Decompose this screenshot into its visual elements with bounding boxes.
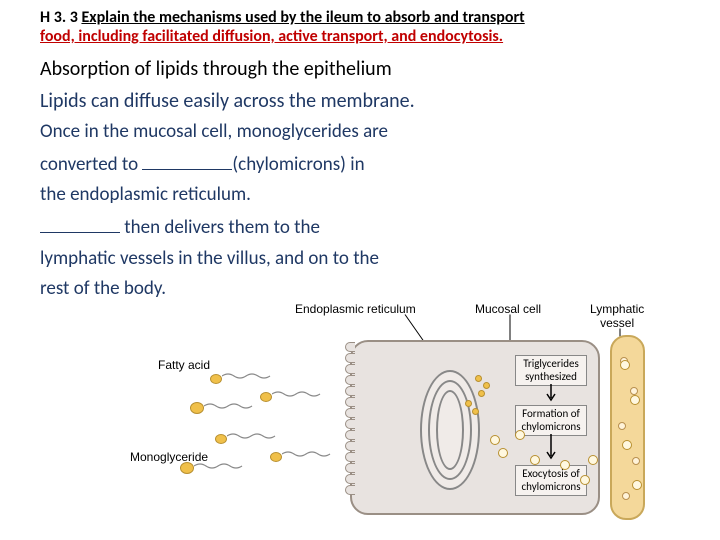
text-delivers-2: lymphatic vessels in the villus, and on … — [40, 247, 680, 272]
endoplasmic-reticulum — [420, 370, 480, 490]
header: H 3. 3 Explain the mechanisms used by th… — [0, 0, 720, 50]
vessel-pore — [618, 422, 626, 430]
fatty-acid-icon — [270, 448, 332, 467]
triglyceride-dot — [478, 390, 485, 397]
fatty-acid-icon — [210, 370, 272, 389]
body-text: Absorption of lipids through the epithel… — [0, 50, 720, 302]
chylomicron-icon — [498, 448, 508, 458]
microvillus — [345, 353, 355, 363]
microvilli — [345, 342, 357, 513]
chylomicron-icon — [490, 435, 500, 445]
text-absorption: Absorption of lipids through the epithel… — [40, 56, 680, 82]
monoglyceride-icon — [190, 400, 254, 419]
microvillus — [345, 441, 355, 451]
chylomicron-icon — [580, 475, 590, 485]
label-formation: Formation ofchylomicrons — [515, 405, 587, 436]
header-prefix: H 3. 3 Explain the mechanisms used by th… — [40, 8, 525, 27]
fatty-acid-icon — [260, 388, 322, 407]
blank-1 — [142, 151, 232, 170]
text-diffuse: Lipids can diffuse easily across the mem… — [40, 88, 680, 114]
microvillus — [345, 419, 355, 429]
text-delivers-3: rest of the body. — [40, 277, 680, 302]
label-fatty-acid: Fatty acid — [158, 358, 210, 372]
label-lymphatic: Lymphaticvessel — [590, 302, 644, 330]
fatty-acid-icon — [215, 430, 277, 449]
arrow-down-1 — [545, 384, 557, 404]
chylomicron-icon — [515, 430, 525, 440]
header-line2: food, including facilitated diffusion, a… — [40, 27, 503, 46]
microvillus — [345, 375, 355, 385]
text-delivers-1: then delivers them to the — [40, 214, 680, 241]
vessel-pore — [630, 387, 638, 395]
monoglyceride-icon — [180, 460, 244, 479]
vessel-pore — [622, 492, 630, 500]
text-monoglycerides-2: converted to (chylomicrons) in — [40, 151, 680, 178]
microvillus — [345, 485, 355, 495]
text-monoglycerides-3: the endoplasmic reticulum. — [40, 183, 680, 208]
arrow-down-2 — [545, 434, 557, 462]
microvillus — [345, 463, 355, 473]
microvillus — [345, 452, 355, 462]
chylomicron-icon — [620, 360, 630, 370]
chylomicron-icon — [560, 460, 570, 470]
microvillus — [345, 364, 355, 374]
header-line1: Explain the mechanisms used by the ileum… — [81, 8, 524, 27]
chylomicron-icon — [632, 480, 642, 490]
label-exocytosis: Exocytosis ofchylomicrons — [515, 465, 587, 496]
lipid-absorption-diagram: Endoplasmic reticulum Mucosal cell Lymph… — [120, 300, 680, 530]
chylomicron-icon — [530, 455, 540, 465]
chylomicron-icon — [588, 455, 598, 465]
microvillus — [345, 397, 355, 407]
triglyceride-dot — [475, 375, 482, 382]
label-triglycerides: Triglyceridessynthesized — [515, 355, 587, 386]
chylomicron-icon — [622, 440, 632, 450]
text-monoglycerides-1: Once in the mucosal cell, monoglycerides… — [40, 120, 680, 145]
triglyceride-dot — [483, 382, 490, 389]
microvillus — [345, 430, 355, 440]
triglyceride-dot — [465, 400, 472, 407]
vessel-pore — [632, 457, 640, 465]
label-er: Endoplasmic reticulum — [295, 302, 416, 316]
label-mucosal: Mucosal cell — [475, 302, 541, 316]
blank-2 — [40, 214, 120, 233]
microvillus — [345, 474, 355, 484]
chylomicron-icon — [630, 395, 640, 405]
microvillus — [345, 408, 355, 418]
microvillus — [345, 342, 355, 352]
microvillus — [345, 386, 355, 396]
triglyceride-dot — [472, 408, 479, 415]
